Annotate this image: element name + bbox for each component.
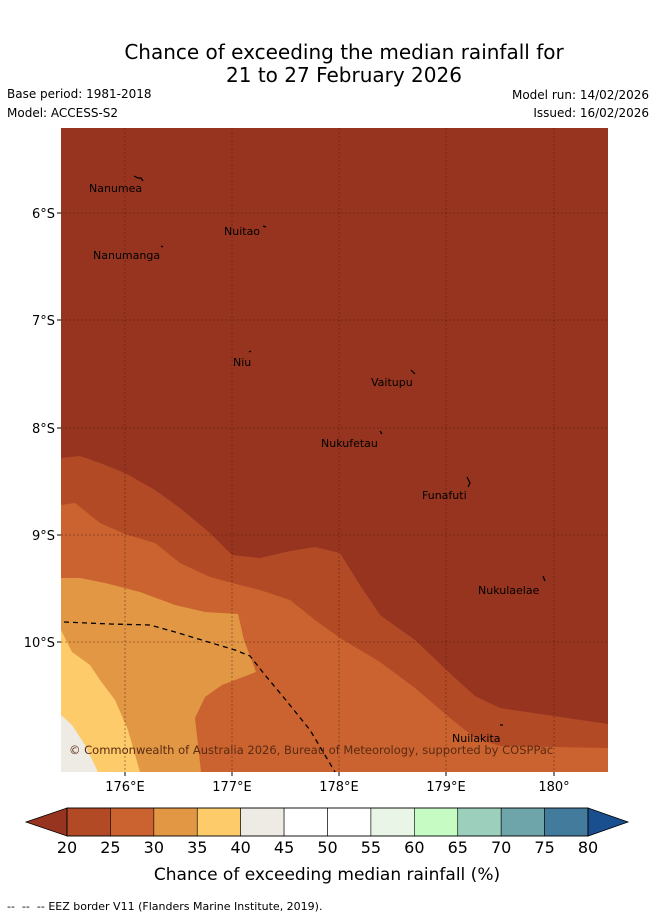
eez-line-symbol: -- -- -- [7,900,45,913]
place-label-nanumanga: Nanumanga [93,249,160,262]
place-label-funafuti: Funafuti [422,489,467,502]
place-label-nanumea: Nanumea [89,182,142,195]
colorbar-frame [66,807,589,837]
model-run: Model run: 14/02/2026 [511,88,649,102]
eez-border-line [63,621,336,772]
latitude-axis: 6°S 7°S 8°S 9°S 10°S [24,207,61,651]
colorbar-tick-50: 50 [317,838,337,857]
lat-label-9s: 9°S [32,529,55,544]
colorbar-tick-65: 65 [448,838,468,857]
colorbar-tick-55: 55 [361,838,381,857]
colorbar-tick-75: 75 [534,838,554,857]
colorbar-cell-35-40 [196,807,241,837]
colorbar-extend-low [24,807,68,837]
lat-label-10s: 10°S [24,636,55,651]
eez-source: EEZ border V11 (Flanders Marine Institut… [48,900,323,913]
issued-date: Issued: 16/02/2026 [533,106,649,120]
title-line-2: 21 to 27 February 2026 [226,63,462,87]
colorbar-cells [66,807,589,837]
band-45-50 [61,715,98,772]
colorbar-cell-55-60 [370,807,415,837]
colorbar-extend-high [587,807,630,837]
lat-label-7s: 7°S [32,314,55,329]
lon-label-176e: 176°E [105,780,145,795]
place-labels: Nanumea Nuitao Nanumanga Niu Vaitupu Nuk… [89,182,540,745]
title-line-1: Chance of exceeding the median rainfall … [124,40,564,64]
colorbar-cell-50-55 [327,807,372,837]
colorbar-tick-25: 25 [100,838,120,857]
colorbar-label: Chance of exceeding median rainfall (%) [154,865,500,885]
lon-label-179e: 179°E [426,780,466,795]
lat-label-6s: 6°S [32,207,55,222]
colorbar-cell-70-75 [500,807,545,837]
colorbar-tick-40: 40 [230,838,250,857]
graticule [61,128,608,772]
colorbar-tick-45: 45 [274,838,294,857]
place-label-nuilakita: Nuilakita [452,732,501,745]
colorbar: 20 25 30 35 40 45 50 55 60 65 70 75 80 Chance of exc… [24,807,630,885]
map-title: Chance of exceeding the median rainfall … [0,41,655,87]
eez-footnote: -- -- -- EEZ border V11 (Flanders Marine… [7,900,322,913]
map-panel: Nanumea Nuitao Nanumanga Niu Vaitupu Nuk… [61,128,608,772]
colorbar-tick-60: 60 [404,838,424,857]
lon-label-180: 180° [538,780,569,795]
colorbar-tick-70: 70 [491,838,511,857]
colorbar-cell-25-30 [110,807,155,837]
lon-label-177e: 177°E [212,780,252,795]
colorbar-tick-35: 35 [187,838,207,857]
lat-label-8s: 8°S [32,422,55,437]
copyright-notice: © Commonwealth of Australia 2026, Bureau… [69,743,553,757]
base-period: Base period: 1981-2018 [7,87,152,101]
colorbar-tick-20: 20 [57,838,77,857]
place-label-niu: Niu [233,356,251,369]
colorbar-cell-60-65 [414,807,459,837]
place-label-vaitupu: Vaitupu [371,376,413,389]
colorbar-cell-65-70 [457,807,502,837]
colorbar-ticks: 20 25 30 35 40 45 50 55 60 65 70 75 80 [57,838,598,857]
colorbar-cell-75-80 [544,807,589,837]
colorbar-cell-30-35 [153,807,198,837]
colorbar-tick-80: 80 [578,838,598,857]
island-outlines [133,175,546,726]
colorbar-tick-30: 30 [144,838,164,857]
place-label-nukufetau: Nukufetau [321,437,378,450]
model-name: Model: ACCESS-S2 [7,106,119,120]
band-40-45 [61,630,140,772]
colorbar-cell-40-45 [240,807,285,837]
longitude-axis: 176°E 177°E 178°E 179°E 180° [105,772,570,795]
place-label-nukulaelae: Nukulaelae [478,584,540,597]
place-label-nuitao: Nuitao [224,225,260,238]
colorbar-cell-45-50 [283,807,328,837]
colorbar-cell-20-25 [66,807,111,837]
lon-label-178e: 178°E [319,780,359,795]
